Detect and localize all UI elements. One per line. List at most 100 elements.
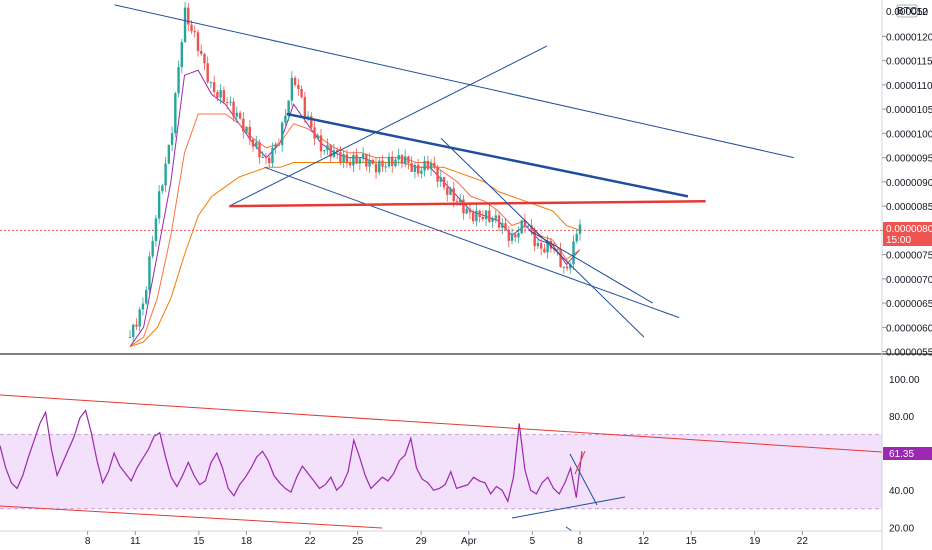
candle-body xyxy=(251,139,255,147)
last-price-tag xyxy=(883,222,932,246)
rsi-panel[interactable] xyxy=(0,394,883,532)
candle-body xyxy=(128,337,132,339)
candle-body xyxy=(297,84,300,89)
currency-badge[interactable] xyxy=(896,4,918,18)
rsi-tick-mark xyxy=(565,526,573,532)
candle-body xyxy=(361,153,365,159)
support-line[interactable] xyxy=(229,199,706,208)
rsi-upper-trendline[interactable] xyxy=(0,394,883,453)
trendline[interactable] xyxy=(264,166,680,319)
candle-body xyxy=(403,156,407,164)
rsi-mini-trendline[interactable] xyxy=(574,450,586,475)
candle-body xyxy=(365,153,368,167)
candle-body xyxy=(319,135,323,152)
candle-body xyxy=(507,229,510,241)
candle-body xyxy=(400,155,404,164)
candle-body xyxy=(216,92,219,98)
trendline[interactable] xyxy=(114,4,794,159)
candle-body xyxy=(539,243,543,249)
trendline[interactable] xyxy=(528,229,653,304)
candle-body xyxy=(391,156,394,167)
candle-body xyxy=(193,31,196,33)
candle-body xyxy=(271,148,274,164)
rsi-lower-trendline[interactable] xyxy=(0,505,383,529)
candle-body xyxy=(290,77,294,101)
candle-body xyxy=(378,160,381,173)
candle-body xyxy=(303,97,307,117)
candle-body xyxy=(374,163,378,173)
candle-body xyxy=(471,212,475,222)
time-tick-label: 15 xyxy=(686,536,698,547)
time-axis[interactable]: 8 11 15 18 22 25 29 Apr 5 8 12 15 19 22 xyxy=(0,530,882,547)
countdown-label: 15:00 xyxy=(886,235,911,246)
moving-average-line xyxy=(129,113,581,348)
trendline[interactable] xyxy=(286,112,689,198)
candle-body xyxy=(238,112,242,119)
rsi-band xyxy=(0,434,882,509)
time-tick-label: 29 xyxy=(416,536,428,547)
candle-body xyxy=(452,188,455,202)
candle-body xyxy=(348,162,352,166)
candle-body xyxy=(190,24,193,32)
candle-body xyxy=(177,67,180,94)
rsi-value-label: 61.35 xyxy=(889,449,914,460)
candle-body xyxy=(355,154,358,164)
candle-body xyxy=(345,154,349,163)
candle-body xyxy=(203,53,206,64)
time-tick-label: 8 xyxy=(85,536,91,547)
candle-body xyxy=(562,266,566,268)
candle-body xyxy=(387,156,391,167)
candle-body xyxy=(174,93,177,134)
candle-body xyxy=(235,112,239,117)
candle-body xyxy=(274,144,277,149)
candle-body xyxy=(180,42,183,68)
candle-body xyxy=(575,233,578,242)
rsi-value-tag xyxy=(883,447,932,460)
price-panel[interactable] xyxy=(0,2,882,348)
rsi-support-line[interactable] xyxy=(511,496,626,519)
time-tick-label: 15 xyxy=(193,536,205,547)
candle-body xyxy=(154,218,158,242)
candle-body xyxy=(455,201,459,203)
time-tick-label: 5 xyxy=(530,536,536,547)
candle-body xyxy=(416,164,420,174)
candle-body xyxy=(569,264,572,269)
currency-badge-label: BTC xyxy=(897,6,917,17)
candle-body xyxy=(429,162,433,170)
trend-drawings[interactable] xyxy=(114,4,794,338)
candle-body xyxy=(313,127,316,139)
time-tick-label: 8 xyxy=(577,536,583,547)
candle-body xyxy=(407,156,410,163)
time-tick-label: 22 xyxy=(797,536,809,547)
candle-body xyxy=(491,218,494,222)
candle-body xyxy=(501,223,504,228)
time-tick-label: 22 xyxy=(304,536,316,547)
candle-body xyxy=(488,210,491,222)
last-price-label: 0.00000800 xyxy=(886,224,932,235)
candle-body xyxy=(209,82,213,84)
candle-body xyxy=(572,241,575,265)
candle-body xyxy=(248,126,251,140)
time-tick-label: 25 xyxy=(352,536,364,547)
candle-body xyxy=(420,170,423,174)
trendline[interactable] xyxy=(229,45,548,207)
time-tick-label: 18 xyxy=(241,536,253,547)
candle-body xyxy=(157,191,161,219)
candle-body xyxy=(533,229,536,247)
rsi-tick-label: 20.00 xyxy=(889,523,914,534)
rsi-resistance-line[interactable] xyxy=(569,453,598,506)
price-tick-label-top-tail: 50 xyxy=(917,7,929,18)
candle-body xyxy=(167,144,171,164)
candle-body xyxy=(358,158,362,164)
rsi-tick-label: 80.00 xyxy=(889,412,914,423)
candle-body xyxy=(132,324,135,338)
candle-body xyxy=(264,156,268,158)
